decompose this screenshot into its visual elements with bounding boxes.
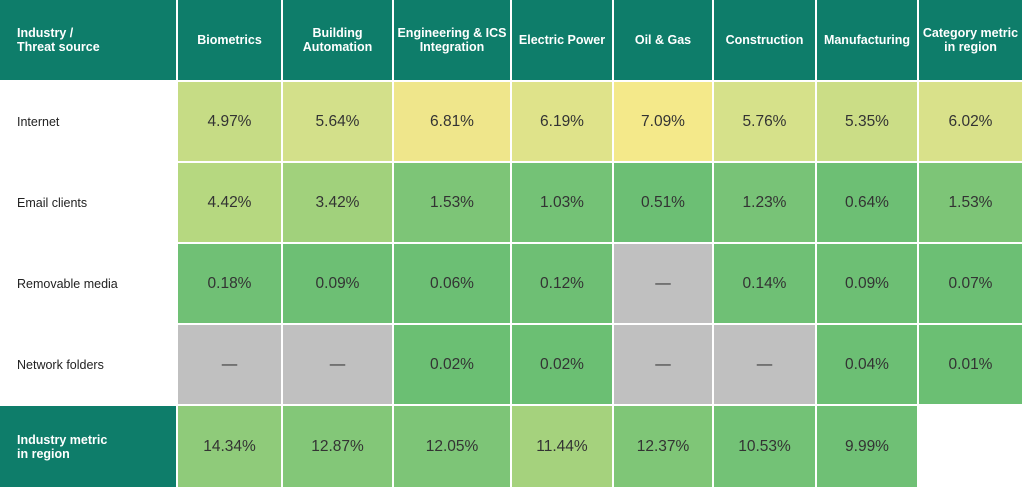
value-cell: 0.07% xyxy=(919,244,1022,323)
value-cell: 0.14% xyxy=(714,244,815,323)
value-cell: 1.53% xyxy=(919,163,1022,242)
row-label: Internet xyxy=(0,82,176,161)
value-cell: 0.09% xyxy=(817,244,917,323)
value-cell: 5.35% xyxy=(817,82,917,161)
value-cell: 14.34% xyxy=(178,406,281,487)
row-label: Network folders xyxy=(0,325,176,404)
value-cell: 0.64% xyxy=(817,163,917,242)
value-cell: 6.02% xyxy=(919,82,1022,161)
column-header: Engineering & ICS Integration xyxy=(394,0,510,80)
value-cell: 12.87% xyxy=(283,406,392,487)
value-cell: — xyxy=(283,325,392,404)
value-cell: 7.09% xyxy=(614,82,712,161)
column-header: Electric Power xyxy=(512,0,612,80)
value-cell: 5.64% xyxy=(283,82,392,161)
value-cell: 0.51% xyxy=(614,163,712,242)
column-header: Biometrics xyxy=(178,0,281,80)
value-cell: 0.02% xyxy=(394,325,510,404)
value-cell: 0.01% xyxy=(919,325,1022,404)
value-cell: 0.02% xyxy=(512,325,612,404)
value-cell: 1.23% xyxy=(714,163,815,242)
row-label: Removable media xyxy=(0,244,176,323)
value-cell: 12.05% xyxy=(394,406,510,487)
value-cell: 6.81% xyxy=(394,82,510,161)
column-header: Building Automation xyxy=(283,0,392,80)
value-cell: 0.18% xyxy=(178,244,281,323)
value-cell: — xyxy=(714,325,815,404)
row-label: Industry metric in region xyxy=(0,406,176,487)
value-cell: 0.09% xyxy=(283,244,392,323)
row-label: Email clients xyxy=(0,163,176,242)
value-cell: 6.19% xyxy=(512,82,612,161)
column-header: Manufacturing xyxy=(817,0,917,80)
value-cell: — xyxy=(614,325,712,404)
column-header: Industry / Threat source xyxy=(0,0,176,80)
column-header: Construction xyxy=(714,0,815,80)
column-header: Category metric in region xyxy=(919,0,1022,80)
value-cell: 5.76% xyxy=(714,82,815,161)
value-cell: 3.42% xyxy=(283,163,392,242)
value-cell: 11.44% xyxy=(512,406,612,487)
value-cell: 0.12% xyxy=(512,244,612,323)
value-cell: — xyxy=(614,244,712,323)
value-cell: 4.42% xyxy=(178,163,281,242)
column-header: Oil & Gas xyxy=(614,0,712,80)
value-cell: 4.97% xyxy=(178,82,281,161)
value-cell: — xyxy=(178,325,281,404)
value-cell: 0.06% xyxy=(394,244,510,323)
value-cell: 10.53% xyxy=(714,406,815,487)
value-cell: 12.37% xyxy=(614,406,712,487)
value-cell: 9.99% xyxy=(817,406,917,487)
value-cell: 1.03% xyxy=(512,163,612,242)
value-cell: 1.53% xyxy=(394,163,510,242)
value-cell: 0.04% xyxy=(817,325,917,404)
